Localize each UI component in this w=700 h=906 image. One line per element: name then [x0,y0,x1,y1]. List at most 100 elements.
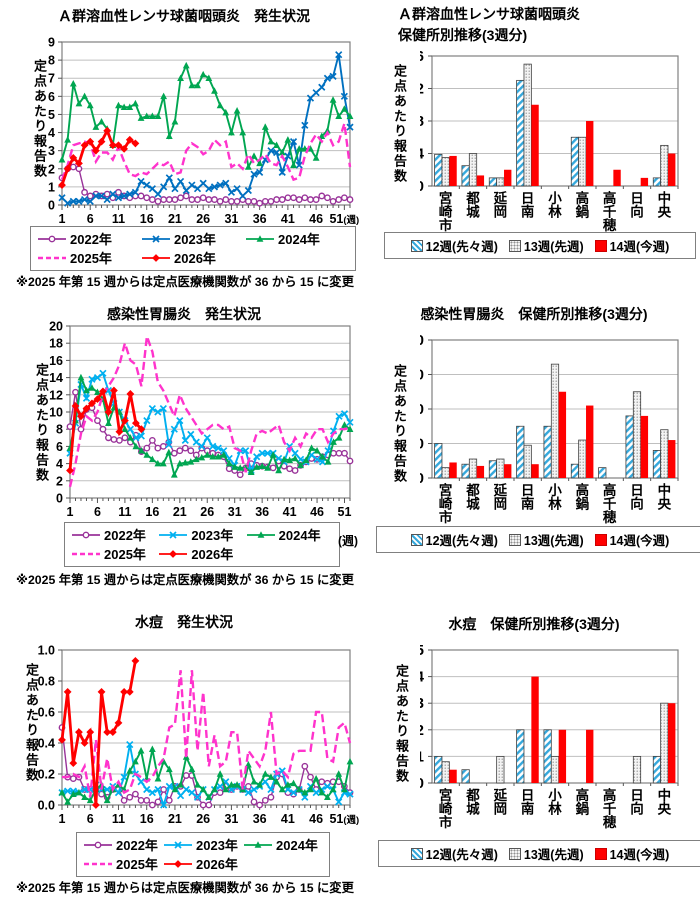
svg-text:高: 高 [603,482,617,498]
sw-solid-swatch-icon [594,239,607,252]
legend-label: 2022年 [104,528,146,543]
svg-text:9: 9 [48,36,55,50]
svg-text:林: 林 [548,496,562,512]
svg-text:12: 12 [49,388,63,402]
svg-text:0: 0 [56,492,63,506]
chart-title-strep-office: Ａ群溶血性レンサ球菌咽頭炎 保健所別推移(3週分) [398,6,580,43]
legend-item: 2023年 [158,525,245,544]
svg-text:崎: 崎 [439,801,453,817]
legend-label: 12週(先々週) [425,534,498,548]
sw-dots-swatch-icon [508,239,521,252]
legend-label: 14週(今週) [609,534,670,548]
varicella-weekly-line-chart: 0.00.20.40.60.81.01 6 11 16 21 26 31 36 41 46 51(週… [38,644,360,827]
svg-text:央: 央 [658,801,672,817]
svg-text:城: 城 [466,801,480,817]
footnote: ※2025 年第 15 週からは定点医療機関数が 36 から 15 に変更 [16,573,354,587]
svg-text:南: 南 [521,204,535,220]
legend-item: 2024年 [246,525,333,544]
svg-text:11: 11 [112,212,125,226]
svg-text:都: 都 [465,788,480,803]
svg-text:千: 千 [603,496,617,512]
legend-label: 13週(先週) [523,534,584,548]
svg-text:8: 8 [48,54,55,68]
svg-text:中: 中 [658,482,672,498]
svg-text:0: 0 [420,775,424,792]
svg-text:18: 18 [49,337,63,351]
svg-text:11: 11 [118,505,131,519]
svg-text:46: 46 [309,212,323,226]
sw-solid-swatch-icon [594,533,607,546]
svg-text:51: 51 [338,505,352,519]
dashed-line-series-swatch-icon [38,256,66,259]
svg-text:41: 41 [281,812,295,826]
dashed-line-series-swatch-icon [84,862,112,865]
legend-item: 2023年 [163,835,243,854]
svg-text:0: 0 [420,178,424,195]
legend-label: 14週(今週) [609,848,670,862]
gastro-by-office-block: 感染性胃腸炎 保健所別推移(3週分) 定点あたり報告数 0 10 20 30 40 宮崎市… [368,296,700,600]
varicella-trend-block: 水痘 発生状況 定点あたり報告数 0.0 0.2 0.4 0.6 0.8 1.0 1 6 11 1… [0,600,368,906]
svg-text:16: 16 [145,505,159,519]
svg-text:26: 26 [196,812,210,826]
svg-text:0.4: 0.4 [38,737,55,751]
svg-text:岡: 岡 [494,802,508,817]
svg-text:26: 26 [200,505,214,519]
sw-dots-swatch-icon [508,847,521,860]
legend-item: 2025年 [71,544,158,563]
legend-item: 2022年 [37,229,141,248]
gastro-trend-block: 感染性胃腸炎 発生状況 定点あたり報告数 0 2 4 6 8 10 12 14 16 18 20 1 6… [0,296,368,600]
svg-text:都: 都 [465,483,480,498]
svg-text:26: 26 [196,212,210,226]
svg-text:南: 南 [521,801,535,817]
legend-label: 2024年 [276,838,318,853]
svg-text:31: 31 [224,212,238,226]
svg-text:高: 高 [603,787,617,803]
svg-text:36: 36 [253,812,267,826]
legend-item: 13週(先週) [508,844,584,863]
svg-text:市: 市 [439,814,453,830]
y-axis-title: 定点あたり報告数 [32,59,47,179]
legend-label: 2024年 [278,528,321,543]
legend-item: 2024年 [245,229,349,248]
legend-label: 2023年 [191,528,234,543]
svg-text:小: 小 [548,483,562,498]
svg-text:6: 6 [48,90,55,104]
legend-label: 2026年 [196,857,238,872]
circle-series-swatch-icon [72,531,100,538]
legend-label: 12週(先々週) [425,240,498,254]
svg-text:千: 千 [603,204,617,220]
chart-title-gastro-office: 感染性胃腸炎 保健所別推移(3週分) [420,306,648,322]
legend-item: 14週(今週) [594,530,670,549]
svg-text:31: 31 [228,505,242,519]
legend-item: 2026年 [158,544,245,563]
svg-text:0: 0 [48,199,55,213]
diamond-series-swatch-icon [159,549,188,558]
svg-text:城: 城 [466,496,480,512]
y-axis-title: 定点あたり報告数 [392,364,407,484]
svg-text:6: 6 [87,212,94,226]
legend-item: 2025年 [37,248,141,267]
strep-by-office-block: Ａ群溶血性レンサ球菌咽頭炎 保健所別推移(3週分) 定点あたり報告数 0 4 8 12… [368,0,700,296]
svg-text:小: 小 [548,788,562,803]
legend-item: 2025年 [83,854,163,873]
legend-label: 2026年 [191,547,234,562]
svg-text:4: 4 [56,457,63,471]
svg-text:1: 1 [420,748,424,765]
svg-text:21: 21 [168,812,182,826]
svg-text:8: 8 [56,423,63,437]
svg-text:日: 日 [521,191,535,206]
circle-series-swatch-icon [38,235,66,242]
svg-text:市: 市 [439,217,453,233]
legend-item: 2023年 [141,229,245,248]
legend-item: 14週(今週) [594,236,669,255]
diamond-series-swatch-icon [142,253,170,262]
svg-text:岡: 岡 [494,205,508,220]
legend-item: 12週(先々週) [410,236,498,255]
legend: 12週(先々週) 13週(先週) 14週(今週) [384,232,696,259]
svg-text:林: 林 [548,204,562,220]
svg-text:崎: 崎 [439,204,453,220]
legend-item: 13週(先週) [508,530,584,549]
